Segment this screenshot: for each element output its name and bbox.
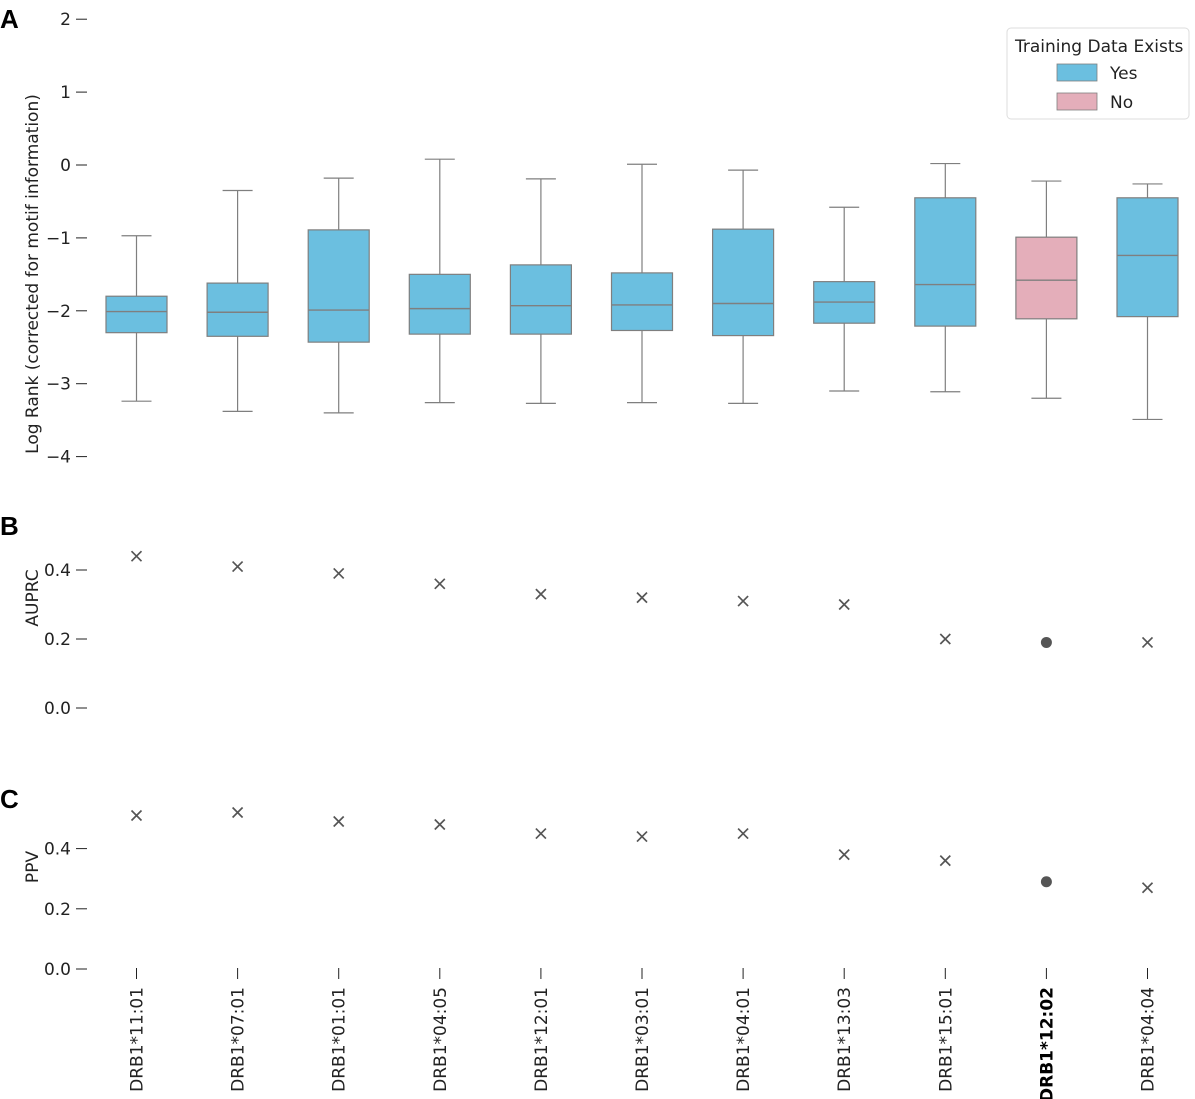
x-category-label: DRB1*07:01: [229, 987, 249, 1092]
data-point-x: [737, 595, 749, 607]
x-category-labels: DRB1*11:01 DRB1*07:01 DRB1*01:01 DRB1*04:05…: [128, 968, 1159, 1099]
x-category-label: DRB1*03:01: [633, 987, 653, 1092]
panel-a-y-tick-label: −4: [46, 448, 71, 468]
data-point-x: [333, 567, 345, 580]
data-point-x: [434, 818, 446, 831]
x-category-label: DRB1*04:04: [1139, 987, 1159, 1092]
data-point-x: [737, 827, 749, 840]
box-iqr: [1015, 236, 1078, 320]
x-category-label: DRB1*04:05: [431, 987, 451, 1092]
box-iqr: [206, 282, 269, 337]
panel-a-y-tick-label: −3: [46, 375, 71, 395]
legend-title: Training Data Exists: [1014, 37, 1184, 57]
panel-c-y-tick-label: 0.2: [44, 900, 71, 920]
x-category-label: DRB1*15:01: [936, 987, 956, 1092]
panel-c-y-axis-title: PPV: [23, 851, 43, 884]
x-category-label: DRB1*12:02: [1037, 987, 1057, 1099]
data-point-x: [636, 830, 648, 843]
x-category-label: DRB1*01:01: [330, 987, 350, 1092]
legend: Training Data Exists Yes No: [1006, 27, 1190, 120]
legend-swatch-no: [1056, 92, 1098, 111]
panel-b-y-tick-label: 0.4: [44, 561, 71, 581]
panel-b-y-tick-label: 0.0: [44, 699, 71, 719]
x-category-label: DRB1*12:01: [532, 987, 552, 1092]
panel-label-c: C: [0, 784, 19, 814]
panel-b-y-tick-label: 0.2: [44, 630, 71, 650]
legend-swatch-yes: [1056, 63, 1098, 82]
box-iqr: [610, 272, 674, 332]
data-point-x: [130, 809, 143, 822]
data-point-x: [535, 827, 547, 840]
data-point-x: [434, 578, 446, 590]
box-iqr: [711, 228, 775, 337]
data-point-x: [1141, 636, 1154, 649]
data-point-x: [231, 560, 244, 573]
data-point-dot: [1040, 876, 1052, 888]
box-iqr: [914, 197, 977, 327]
box-iqr: [307, 229, 370, 343]
data-point-x: [939, 855, 951, 867]
box-iqr: [1116, 197, 1179, 318]
data-point-x: [130, 550, 143, 562]
legend-entry-yes: Yes: [1109, 64, 1138, 84]
box-iqr: [105, 295, 168, 334]
panel-a-y-tick-label: −2: [46, 302, 71, 322]
data-point-dot: [1040, 636, 1052, 648]
panel-b-auprc: 0.4 0.2 0.0 AUPRC: [23, 550, 1154, 719]
data-point-x: [636, 591, 648, 604]
panel-label-b: B: [0, 511, 19, 541]
legend-entry-no: No: [1110, 93, 1133, 113]
panel-c-y-tick-label: 0.0: [44, 960, 71, 980]
panel-a-y-axis-title: Log Rank (corrected for motif informatio…: [23, 94, 43, 454]
data-point-x: [1141, 882, 1154, 894]
data-point-x: [535, 588, 547, 600]
data-point-x: [333, 815, 345, 828]
panel-b-y-axis-title: AUPRC: [23, 569, 43, 626]
x-category-label: DRB1*11:01: [128, 987, 148, 1092]
panel-c-ppv: 0.4 0.2 0.0 PPV: [23, 806, 1154, 980]
x-category-label: DRB1*04:01: [734, 987, 754, 1092]
panel-a-y-tick-label: 2: [60, 10, 71, 30]
panel-label-a: A: [0, 4, 19, 34]
data-point-x: [231, 806, 244, 819]
x-category-label: DRB1*13:03: [835, 987, 855, 1092]
panel-a-y-tick-label: 0: [60, 156, 71, 176]
data-point-x: [939, 633, 951, 645]
panel-a-y-tick-label: 1: [60, 83, 71, 103]
data-point-x: [838, 598, 850, 611]
box-iqr: [408, 273, 471, 335]
data-point-x: [838, 849, 850, 861]
legend-frame: [1006, 27, 1190, 120]
panel-c-y-tick-label: 0.4: [44, 840, 71, 860]
panel-a-y-tick-label: −1: [46, 229, 71, 249]
box-iqr: [509, 264, 572, 335]
